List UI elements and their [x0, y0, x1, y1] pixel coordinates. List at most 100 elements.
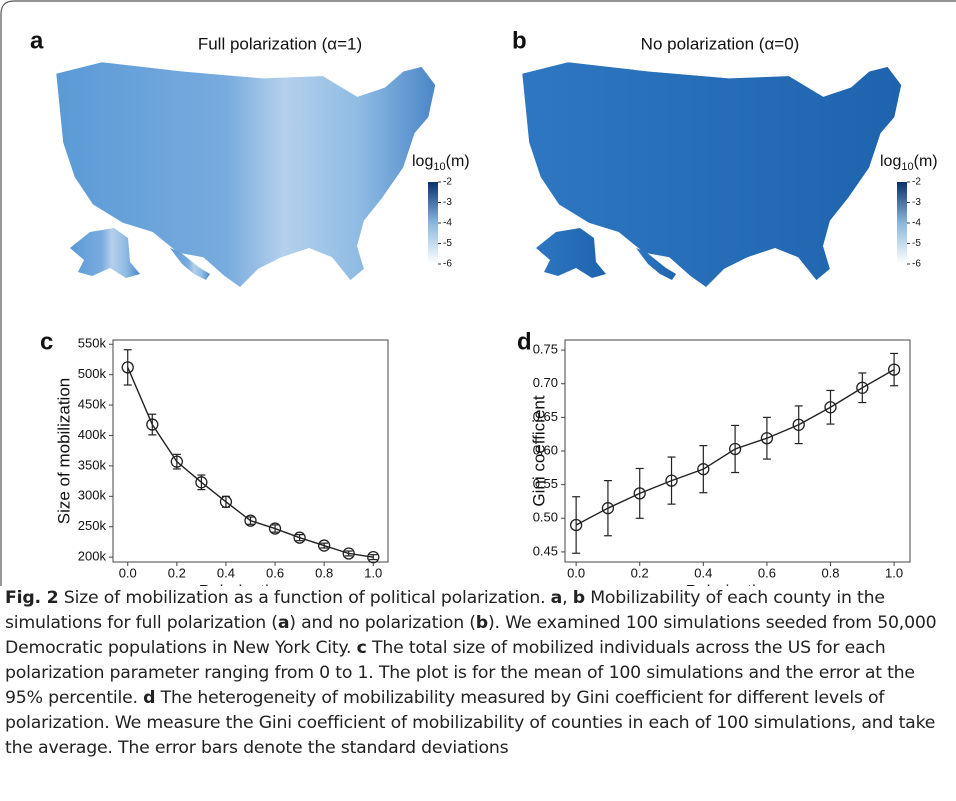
- caption-bold: d: [143, 688, 156, 708]
- colorbar: [428, 182, 438, 264]
- x-tick-label: 1.0: [364, 565, 382, 580]
- colorbar-tick-label: -3: [912, 197, 921, 208]
- point-marker: [318, 539, 331, 552]
- map-title: No polarization (α=0): [641, 34, 800, 53]
- panel-label: c: [40, 328, 53, 355]
- point-marker: [601, 502, 615, 515]
- y-tick-label: 350k: [78, 457, 107, 472]
- error-bar: [295, 534, 304, 542]
- point-marker: [195, 476, 208, 489]
- y-tick-label: 0.45: [533, 543, 558, 558]
- y-tick-label: 0.60: [533, 442, 558, 457]
- colorbar-tick-label: -2: [912, 177, 921, 188]
- figure-panels: a Full polarization (α=1)log10(m)-2-3-4-5…: [0, 0, 956, 586]
- error-bar: [572, 496, 581, 554]
- y-tick-label: 0.75: [533, 342, 558, 357]
- point-marker: [760, 432, 774, 445]
- x-tick-label: 0.2: [631, 565, 649, 580]
- colorbar-tick-label: -4: [912, 218, 921, 229]
- x-tick-label: 0.6: [758, 565, 776, 580]
- error-bar: [603, 480, 612, 537]
- caption-bold: c: [356, 638, 367, 658]
- caption-text: Size of mobilization as a function of po…: [58, 588, 551, 608]
- error-bar: [731, 424, 740, 474]
- point-marker: [170, 455, 183, 468]
- colorbar-tick-label: -3: [443, 197, 452, 208]
- colorbar-tick-label: -6: [912, 259, 921, 270]
- map-alaska: [536, 228, 606, 278]
- error-bar: [890, 352, 899, 387]
- error-bar: [148, 413, 157, 436]
- error-bar: [826, 389, 835, 425]
- point-marker: [121, 361, 134, 374]
- map-hawaii: [170, 248, 210, 280]
- point-marker: [633, 487, 646, 500]
- error-bar: [858, 372, 867, 404]
- caption-text: The total size of mobilized individuals …: [5, 638, 915, 708]
- panel-label: d: [517, 328, 532, 355]
- point-marker: [342, 547, 355, 560]
- y-tick-label: 550k: [78, 336, 107, 351]
- colorbar: [897, 182, 907, 264]
- y-tick-label: 500k: [78, 366, 107, 381]
- colorbar-tick-label: -6: [443, 259, 452, 270]
- x-tick-label: 0.4: [217, 565, 235, 580]
- x-tick-label: 0.2: [168, 565, 186, 580]
- point-marker: [665, 474, 678, 487]
- colorbar-tick-label: -5: [443, 238, 452, 249]
- error-bar: [635, 467, 644, 519]
- point-marker: [146, 418, 159, 431]
- y-tick-label: 0.65: [533, 409, 558, 424]
- point-marker: [244, 514, 257, 527]
- y-tick-label: 300k: [78, 488, 107, 503]
- plot-frame: [112, 339, 389, 563]
- legend-title-part: log: [880, 153, 901, 170]
- error-bar: [667, 456, 676, 505]
- y-tick-label: 0.55: [533, 476, 558, 491]
- caption-bold: a: [277, 613, 290, 633]
- caption-bold: b: [572, 588, 585, 608]
- x-tick-label: 0.6: [266, 565, 284, 580]
- figure-border: [0, 0, 956, 586]
- caption-bold: a: [550, 588, 563, 608]
- x-axis-label: Polarization α: [686, 581, 790, 586]
- y-axis-label: Size of mobilization: [54, 378, 73, 524]
- panel-label: b: [512, 27, 527, 54]
- colorbar-tick-label: -4: [443, 218, 452, 229]
- y-tick-label: 0.70: [533, 375, 558, 390]
- caption-text: Mobilizability of each county in the sim…: [5, 588, 885, 633]
- y-tick-label: 400k: [78, 427, 107, 442]
- error-bar: [320, 542, 329, 549]
- legend-title-part: (m): [914, 153, 938, 170]
- error-bar: [246, 516, 255, 525]
- point-marker: [792, 418, 805, 431]
- point-marker: [569, 518, 583, 532]
- panel-label: a: [30, 27, 44, 54]
- plot-frame: [564, 339, 911, 563]
- point-marker: [293, 531, 306, 544]
- caption-bold: Fig. 2: [5, 588, 59, 608]
- map-title: Full polarization (α=1): [198, 34, 362, 53]
- point-marker: [856, 381, 869, 394]
- colorbar-tick-label: -5: [912, 238, 921, 249]
- point-marker: [697, 463, 710, 476]
- point-marker: [219, 495, 233, 508]
- error-bar: [221, 495, 230, 508]
- series-line: [127, 367, 374, 558]
- error-bar: [762, 416, 771, 460]
- map-hawaii: [636, 248, 676, 280]
- y-tick-label: 0.50: [533, 510, 558, 525]
- map-alaska: [70, 228, 140, 278]
- legend-title-part: log: [412, 153, 433, 170]
- point-marker: [367, 550, 380, 564]
- map: [55, 61, 436, 288]
- error-bar: [794, 405, 803, 445]
- legend-title: log10(m): [412, 153, 470, 173]
- caption: Fig. 2 Size of mobilization as a functio…: [5, 586, 950, 761]
- y-tick-label: 250k: [78, 518, 107, 533]
- x-tick-label: 0.8: [821, 565, 839, 580]
- error-bar: [271, 524, 280, 533]
- legend-title-part: 10: [433, 161, 445, 173]
- y-axis-label: Gini coefficient: [529, 395, 548, 506]
